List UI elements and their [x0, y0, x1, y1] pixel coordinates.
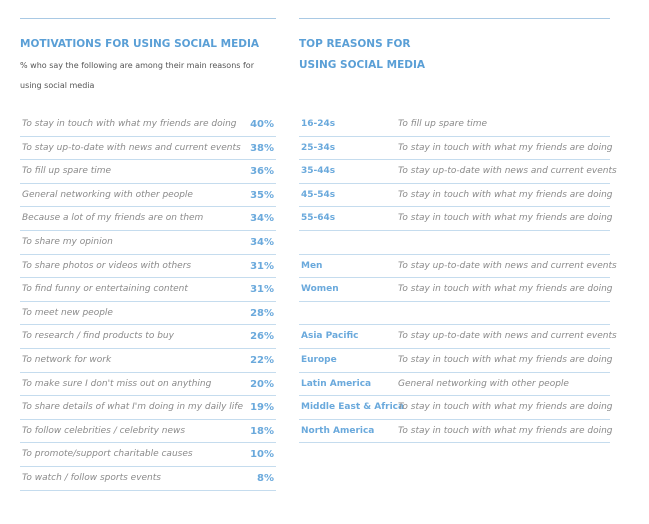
- top-reason: To stay in touch with what my friends ar…: [398, 425, 613, 436]
- reason: To meet new people: [22, 307, 113, 318]
- reason: To watch / follow sports events: [22, 473, 161, 483]
- percentage: 34%: [250, 213, 274, 225]
- reason: To share my opinion: [22, 237, 113, 247]
- segment: North America: [301, 425, 375, 436]
- segment: Men: [301, 260, 323, 271]
- percentage: 28%: [250, 307, 274, 319]
- title-line: TOP REASONS FOR: [299, 38, 411, 50]
- reason: To network for work: [22, 355, 112, 365]
- reason: To research / find products to buy: [22, 331, 174, 342]
- subtitle-line: using social media: [20, 81, 95, 90]
- segment: Women: [301, 284, 339, 295]
- top-reason: To fill up spare time: [398, 119, 488, 129]
- reason: To share photos or videos with others: [22, 260, 192, 271]
- table-row: Men To stay up-to-date with news and curr…: [299, 255, 617, 279]
- percentage: 36%: [250, 166, 274, 178]
- table-row: Women To stay in touch with what my frien…: [299, 278, 613, 302]
- reason: To stay up-to-date with news and current…: [22, 142, 241, 153]
- reason: To fill up spare time: [22, 166, 112, 177]
- table-row: To research / find products to buy 26%: [20, 325, 276, 349]
- percentage: 26%: [250, 331, 274, 343]
- reason: To make sure I don't miss out on anythin…: [22, 378, 212, 389]
- table-row: 16-24s To fill up spare time: [299, 113, 610, 137]
- top-reason: To stay up-to-date with news and current…: [398, 331, 617, 342]
- spacer-row: [299, 231, 610, 255]
- table-row: 35-44s To stay up-to-date with news and c…: [299, 160, 617, 184]
- table-row: To network for work 22%: [20, 349, 276, 373]
- top-reason: To stay up-to-date with news and current…: [398, 166, 617, 177]
- table-row: To make sure I don't miss out on anythin…: [20, 373, 276, 397]
- segment: 45-54s: [301, 189, 336, 200]
- table-row: To fill up spare time 36%: [20, 160, 276, 184]
- reason: To find funny or entertaining content: [22, 284, 188, 295]
- percentage: 8%: [257, 473, 274, 484]
- percentage: 20%: [250, 378, 274, 390]
- percentage: 19%: [250, 402, 274, 414]
- percentage: 35%: [250, 189, 274, 201]
- reason: General networking with other people: [22, 189, 193, 200]
- table-row: North America To stay in touch with what …: [299, 420, 613, 444]
- top-reason: To stay in touch with what my friends ar…: [398, 189, 613, 200]
- table-row: Europe To stay in touch with what my frie…: [299, 349, 613, 373]
- segment: 25-34s: [301, 142, 336, 153]
- segment: Latin America: [301, 378, 372, 389]
- percentage: 10%: [250, 449, 274, 461]
- segment: 35-44s: [301, 166, 336, 177]
- percentage: 40%: [250, 119, 274, 130]
- table-row: To share details of what I'm doing in my…: [20, 396, 276, 420]
- segment: Europe: [301, 355, 337, 365]
- table-row: To follow celebrities / celebrity news 18…: [20, 420, 276, 444]
- segment: Middle East & Africa: [301, 402, 405, 413]
- table-row: 25-34s To stay in touch with what my frie…: [299, 137, 613, 161]
- table-row: 55-64s To stay in touch with what my frie…: [299, 207, 613, 231]
- table-row: To watch / follow sports events 8%: [20, 467, 276, 491]
- percentage: 31%: [250, 284, 274, 296]
- top-reason: To stay in touch with what my friends ar…: [398, 402, 613, 413]
- spacer-row: [299, 302, 610, 326]
- segment: 55-64s: [301, 213, 336, 224]
- table-row: To stay in touch with what my friends ar…: [20, 113, 276, 137]
- top-reason: To stay in touch with what my friends ar…: [398, 284, 613, 295]
- percentage: 31%: [250, 260, 274, 272]
- right-rule: [299, 18, 610, 19]
- table-row: To meet new people 28%: [20, 302, 276, 326]
- reason: To stay in touch with what my friends ar…: [22, 119, 237, 129]
- left-subtitle: % who say the following are among their …: [20, 56, 254, 96]
- reason: To follow celebrities / celebrity news: [22, 425, 186, 436]
- table-row: Latin America General networking with oth…: [299, 373, 610, 397]
- table-row: To promote/support charitable causes 10%: [20, 443, 276, 467]
- reason: To share details of what I'm doing in my…: [22, 402, 244, 413]
- top-reason: To stay in touch with what my friends ar…: [398, 142, 613, 153]
- reason: Because a lot of my friends are on them: [22, 213, 204, 224]
- table-row: To find funny or entertaining content 31%: [20, 278, 276, 302]
- top-reason: To stay in touch with what my friends ar…: [398, 355, 613, 365]
- percentage: 34%: [250, 237, 274, 248]
- table-row: Asia Pacific To stay up-to-date with news…: [299, 325, 617, 349]
- top-reason: To stay in touch with what my friends ar…: [398, 213, 613, 224]
- top-reason: To stay up-to-date with news and current…: [398, 260, 617, 271]
- table-row: To share photos or videos with others 31%: [20, 255, 276, 279]
- table-row: To share my opinion 34%: [20, 231, 276, 255]
- top-reason: General networking with other people: [398, 378, 569, 389]
- segment: 16-24s: [301, 119, 336, 129]
- table-row: To stay up-to-date with news and current…: [20, 137, 276, 161]
- percentage: 38%: [250, 142, 274, 154]
- segment: Asia Pacific: [301, 331, 359, 342]
- table-row: 45-54s To stay in touch with what my frie…: [299, 184, 613, 208]
- percentage: 22%: [250, 355, 274, 366]
- left-title: MOTIVATIONS FOR USING SOCIAL MEDIA: [20, 38, 260, 50]
- reason: To promote/support charitable causes: [22, 449, 193, 460]
- table-row: General networking with other people 35%: [20, 184, 276, 208]
- subtitle-line: % who say the following are among their …: [20, 61, 254, 70]
- percentage: 18%: [250, 425, 274, 437]
- table-row: Middle East & Africa To stay in touch wit…: [299, 396, 613, 420]
- left-rule: [20, 18, 276, 19]
- title-line: USING SOCIAL MEDIA: [299, 59, 425, 71]
- right-title: TOP REASONS FOR USING SOCIAL MEDIA: [299, 34, 425, 76]
- table-row: Because a lot of my friends are on them 3…: [20, 207, 276, 231]
